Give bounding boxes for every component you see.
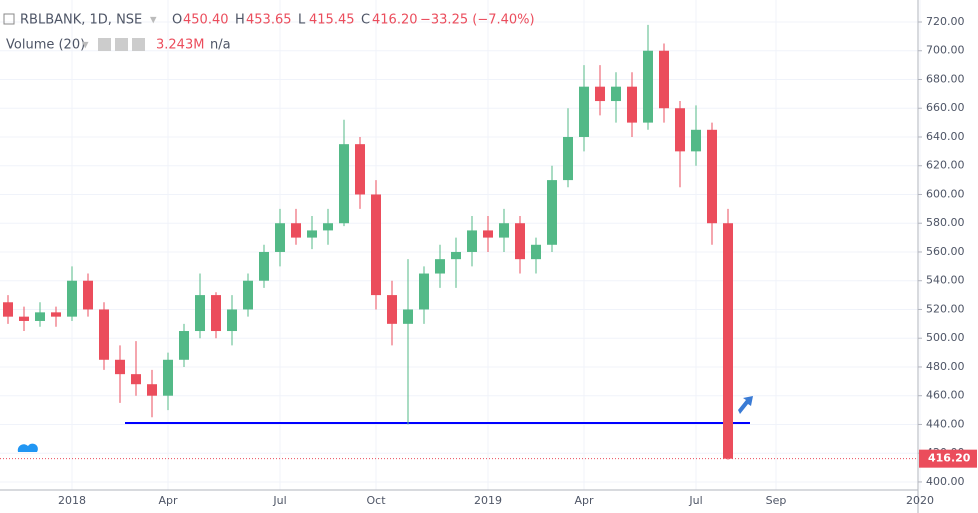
y-tick-label: 600.00 [926, 187, 965, 200]
y-tick-label: 720.00 [926, 15, 965, 28]
candle-body [515, 223, 525, 260]
candle-body [467, 230, 477, 252]
candle-body [259, 251, 269, 281]
x-tick-label: Apr [574, 494, 594, 507]
candle-body [243, 280, 253, 310]
candle-body [163, 359, 173, 396]
candle-body [339, 144, 349, 224]
candle-body [483, 230, 493, 238]
x-tick-label: Jul [688, 494, 702, 507]
candle-body [195, 295, 205, 332]
candle-body [579, 86, 589, 137]
logo[interactable] [17, 443, 38, 452]
ohlc-key: H [235, 13, 245, 28]
candle-body [211, 295, 221, 332]
candle-body [227, 309, 237, 332]
candle-body [419, 273, 429, 310]
candle-body [627, 86, 637, 123]
volume-value: 3.243M [156, 38, 204, 53]
volume-label: Volume (20) [6, 38, 85, 53]
plot [0, 24, 918, 460]
candle-body [131, 374, 141, 385]
settings-icon[interactable] [115, 38, 128, 51]
last-price-box [919, 449, 977, 468]
candle-body [595, 86, 605, 102]
candle-body [435, 259, 445, 274]
y-tick-label: 520.00 [926, 302, 965, 315]
y-tick-label: 580.00 [926, 216, 965, 229]
candle-body [707, 129, 717, 224]
y-tick-label: 500.00 [926, 331, 965, 344]
x-tick-label: 2018 [58, 494, 86, 507]
y-tick-label: 540.00 [926, 274, 965, 287]
candle-body [563, 136, 573, 181]
candle-body [291, 223, 301, 238]
grid [0, 0, 921, 490]
eye-icon[interactable] [98, 38, 111, 51]
candle-body [675, 108, 685, 152]
candle-body [19, 316, 29, 321]
candle-body [611, 86, 621, 102]
y-tick-label: 680.00 [926, 72, 965, 85]
candle-body [547, 180, 557, 245]
y-tick-label: 620.00 [926, 159, 965, 172]
candle-body [35, 312, 45, 321]
candle-body [147, 384, 157, 396]
y-tick-label: 640.00 [926, 130, 965, 143]
candle-body [451, 251, 461, 260]
ohlc-value: 416.20 [372, 13, 418, 28]
x-tick-label: Apr [158, 494, 178, 507]
arrow-annotation [738, 396, 753, 414]
candle-body [691, 129, 701, 152]
change: −33.25 (−7.40%) [420, 13, 535, 28]
ohlc-value: 450.40 [183, 13, 229, 28]
candle-body [723, 223, 733, 459]
y-tick-label: 700.00 [926, 44, 965, 57]
candle-body [355, 144, 365, 195]
dropdown[interactable]: ▾ [150, 13, 157, 28]
candle-body [531, 244, 541, 260]
ohlc-key: O [172, 13, 182, 28]
y-tick-label: 660.00 [926, 101, 965, 114]
candle-body [659, 50, 669, 109]
x-tick-label: Oct [366, 494, 386, 507]
candle-body [387, 295, 397, 324]
candle-body [83, 280, 93, 310]
candle-body [179, 331, 189, 360]
ohlc-value: 415.45 [309, 13, 355, 28]
x-tick-label: Jul [272, 494, 286, 507]
candle-body [99, 309, 109, 360]
ohlc-legend: O 450.40 H 453.65 L 415.45 C 416.20 [172, 13, 418, 28]
candle-body [403, 309, 413, 324]
y-tick-label: 460.00 [926, 389, 965, 402]
y-tick-label: 560.00 [926, 245, 965, 258]
last-price-label: 416.20 [928, 452, 971, 465]
candle-body [51, 312, 61, 317]
candle-body [499, 223, 509, 238]
dropdown[interactable]: ▾ [82, 38, 89, 53]
candle-body [3, 302, 13, 317]
candle-body [371, 194, 381, 296]
ohlc-key: L [298, 13, 306, 28]
y-tick-label: 400.00 [926, 475, 965, 488]
volume-ma: n/a [210, 38, 231, 53]
menu-icon[interactable] [3, 13, 15, 25]
ohlc-value: 453.65 [246, 13, 292, 28]
x-tick-label: Sep [766, 494, 787, 507]
candle-body [67, 280, 77, 317]
y-tick-label: 480.00 [926, 360, 965, 373]
close-icon[interactable] [132, 38, 145, 51]
ohlc-key: C [361, 13, 370, 28]
candle-body [323, 223, 333, 231]
x-tick-label: 2020 [906, 494, 934, 507]
candle-body [115, 359, 125, 375]
y-tick-label: 440.00 [926, 417, 965, 430]
candle-body [307, 230, 317, 238]
candle-body [643, 50, 653, 123]
x-tick-label: 2019 [474, 494, 502, 507]
symbol: RBLBANK, 1D, NSE [20, 13, 142, 28]
candle-body [275, 223, 285, 252]
